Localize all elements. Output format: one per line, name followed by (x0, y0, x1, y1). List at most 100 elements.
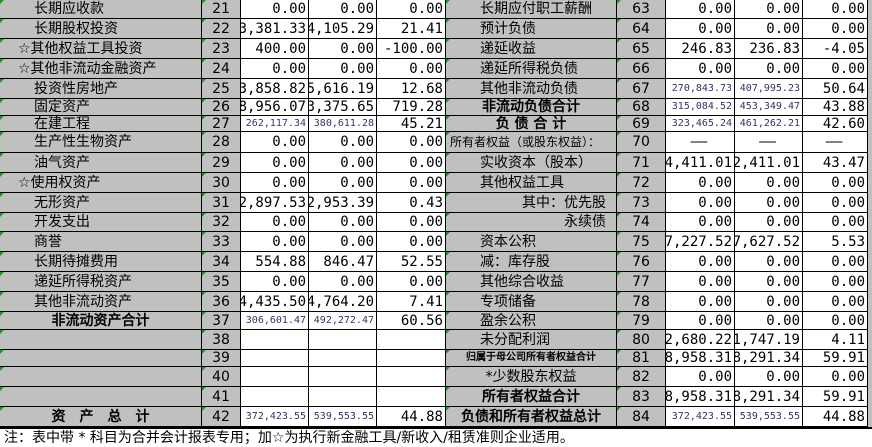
asset-label[interactable] (0, 387, 202, 406)
asset-value-2[interactable]: 492,272.47 (309, 312, 377, 329)
line-number[interactable]: 22 (202, 19, 241, 38)
liability-equity-value-2[interactable]: 0.00 (735, 193, 803, 212)
line-number[interactable]: 37 (202, 312, 241, 329)
asset-value-3[interactable]: 52.55 (377, 252, 446, 271)
line-number[interactable]: 31 (202, 193, 241, 212)
liability-equity-label[interactable]: 其他权益工具 (446, 173, 617, 192)
asset-value-2[interactable]: 0.00 (309, 272, 377, 291)
liability-equity-value-3[interactable]: 4.11 (803, 330, 868, 349)
liability-equity-value-2[interactable]: 0.00 (735, 19, 803, 38)
liability-equity-value-1[interactable]: —— (666, 132, 735, 152)
liability-equity-value-1[interactable]: 0.00 (666, 173, 735, 192)
liability-equity-value-3[interactable]: —— (803, 132, 868, 152)
liability-equity-value-1[interactable]: 323,465.24 (666, 116, 735, 131)
asset-label[interactable]: 资 产 总 计 (0, 407, 202, 426)
asset-label[interactable]: 非流动资产合计 (0, 312, 202, 329)
asset-value-2[interactable]: 0.00 (309, 153, 377, 172)
line-number[interactable]: 65 (617, 39, 666, 58)
liability-equity-value-1[interactable]: 270,843.73 (666, 79, 735, 98)
liability-equity-value-3[interactable]: 0.00 (803, 173, 868, 192)
asset-value-1[interactable]: 306,601.47 (241, 312, 309, 329)
liability-equity-label[interactable]: 减：库存股 (446, 252, 617, 271)
line-number[interactable]: 78 (617, 292, 666, 311)
line-number[interactable]: 26 (202, 99, 241, 115)
line-number[interactable]: 81 (617, 350, 666, 366)
liability-equity-value-2[interactable]: 78,291.34 (735, 387, 803, 406)
line-number[interactable]: 71 (617, 153, 666, 172)
line-number[interactable]: 70 (617, 132, 666, 152)
asset-value-2[interactable]: 0.00 (309, 232, 377, 251)
asset-value-2[interactable]: 15,616.19 (309, 79, 377, 98)
liability-equity-value-3[interactable]: 43.47 (803, 153, 868, 172)
asset-label[interactable] (0, 330, 202, 349)
asset-value-3[interactable]: 0.00 (377, 0, 446, 18)
asset-value-1[interactable]: 3,381.33 (241, 19, 309, 38)
asset-value-2[interactable]: 846.47 (309, 252, 377, 271)
line-number[interactable]: 79 (617, 312, 666, 329)
asset-value-3[interactable] (377, 350, 446, 366)
liability-equity-value-2[interactable]: 78,291.34 (735, 350, 803, 366)
liability-equity-value-1[interactable]: 372,423.55 (666, 407, 735, 426)
asset-label[interactable]: 长期应收款 (0, 0, 202, 18)
liability-equity-label[interactable]: 其他非流动负债 (446, 79, 617, 98)
line-number[interactable]: 21 (202, 0, 241, 18)
liability-equity-label[interactable]: 递延收益 (446, 39, 617, 58)
asset-value-3[interactable] (377, 367, 446, 386)
liability-equity-value-1[interactable]: 64,411.01 (666, 153, 735, 172)
asset-value-2[interactable] (309, 367, 377, 386)
asset-label[interactable]: 投资性房地产 (0, 79, 202, 98)
asset-value-3[interactable] (377, 387, 446, 406)
line-number[interactable]: 40 (202, 367, 241, 386)
liability-equity-value-2[interactable]: 0.00 (735, 213, 803, 231)
asset-label[interactable]: 在建工程 (0, 116, 202, 131)
asset-value-2[interactable]: 539,553.55 (309, 407, 377, 426)
liability-equity-value-1[interactable]: 0.00 (666, 292, 735, 311)
liability-equity-value-3[interactable]: 0.00 (803, 367, 868, 386)
liability-equity-value-3[interactable]: 59.91 (803, 387, 868, 406)
liability-equity-value-2[interactable]: —— (735, 132, 803, 152)
line-number[interactable]: 38 (202, 330, 241, 349)
line-number[interactable]: 39 (202, 350, 241, 366)
asset-value-2[interactable] (309, 350, 377, 366)
asset-value-1[interactable] (241, 387, 309, 406)
liability-equity-value-2[interactable]: 236.83 (735, 39, 803, 58)
asset-value-3[interactable]: 0.00 (377, 213, 446, 231)
liability-equity-value-1[interactable]: 48,958.31 (666, 387, 735, 406)
liability-equity-value-3[interactable]: 0.00 (803, 59, 868, 78)
asset-value-3[interactable] (377, 330, 446, 349)
line-number[interactable]: 84 (617, 407, 666, 426)
asset-value-1[interactable]: 0.00 (241, 272, 309, 291)
liability-equity-value-3[interactable]: 44.88 (803, 407, 868, 426)
liability-equity-label[interactable]: 资本公积 (446, 232, 617, 251)
liability-equity-value-1[interactable]: 0.00 (666, 252, 735, 271)
liability-equity-label[interactable]: 专项储备 (446, 292, 617, 311)
liability-equity-value-1[interactable]: 0.00 (666, 312, 735, 329)
asset-value-3[interactable]: 0.00 (377, 173, 446, 192)
liability-equity-value-2[interactable]: 539,553.55 (735, 407, 803, 426)
liability-equity-label[interactable]: 其他综合收益 (446, 272, 617, 291)
asset-value-3[interactable]: 60.56 (377, 312, 446, 329)
liability-equity-label[interactable]: 预计负债 (446, 19, 617, 38)
asset-value-1[interactable]: 0.00 (241, 173, 309, 192)
asset-label[interactable]: 固定资产 (0, 99, 202, 115)
liability-equity-value-2[interactable]: 0.00 (735, 59, 803, 78)
line-number[interactable]: 28 (202, 132, 241, 152)
line-number[interactable]: 36 (202, 292, 241, 311)
liability-equity-value-2[interactable]: 0.00 (735, 312, 803, 329)
line-number[interactable]: 82 (617, 367, 666, 386)
asset-label[interactable]: 其他非流动资产 (0, 292, 202, 311)
liability-equity-value-1[interactable]: 7,227.52 (666, 232, 735, 251)
line-number[interactable]: 34 (202, 252, 241, 271)
asset-value-2[interactable] (309, 387, 377, 406)
asset-value-1[interactable]: 0.00 (241, 153, 309, 172)
liability-equity-value-3[interactable]: 42.60 (803, 116, 868, 131)
line-number[interactable]: 29 (202, 153, 241, 172)
liability-equity-value-1[interactable]: 0.00 (666, 193, 735, 212)
line-number[interactable]: 32 (202, 213, 241, 231)
asset-value-2[interactable]: 0.00 (309, 0, 377, 18)
liability-equity-label[interactable]: 永续债 (446, 213, 617, 231)
asset-label[interactable]: 递延所得税资产 (0, 272, 202, 291)
asset-label[interactable]: ☆使用权资产 (0, 173, 202, 192)
liability-equity-value-2[interactable]: 0.00 (735, 173, 803, 192)
liability-equity-value-3[interactable]: 0.00 (803, 0, 868, 18)
